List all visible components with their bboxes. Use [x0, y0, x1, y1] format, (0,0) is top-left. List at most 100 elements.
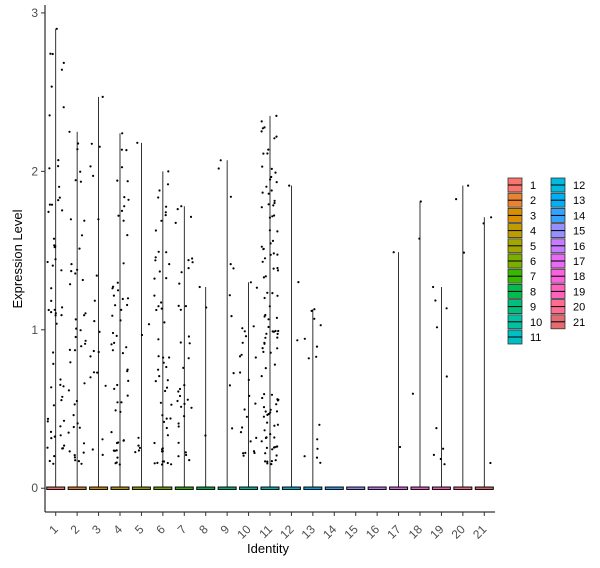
- data-point: [138, 446, 141, 449]
- data-point: [59, 425, 62, 428]
- violin-10: [238, 281, 259, 490]
- data-point: [188, 459, 191, 462]
- data-point: [164, 389, 167, 393]
- data-point: [418, 237, 421, 240]
- violin-body: [453, 486, 473, 490]
- violin-14: [324, 486, 344, 490]
- legend-label: 12: [573, 180, 585, 192]
- data-point: [122, 439, 125, 442]
- violin-body: [89, 486, 109, 490]
- data-point: [303, 337, 306, 340]
- data-point: [153, 277, 156, 280]
- data-point: [58, 185, 61, 188]
- data-point: [166, 183, 170, 186]
- data-point: [264, 436, 267, 440]
- data-point: [79, 170, 82, 173]
- data-point: [271, 448, 274, 451]
- data-point: [260, 375, 263, 378]
- data-point: [261, 396, 264, 400]
- data-point: [177, 304, 180, 307]
- data-point: [269, 253, 272, 256]
- data-point: [217, 167, 220, 170]
- data-point: [55, 27, 58, 30]
- data-point: [275, 181, 278, 184]
- data-point: [265, 332, 268, 335]
- data-point: [419, 200, 422, 203]
- data-point: [261, 127, 264, 130]
- data-point: [252, 450, 256, 453]
- data-point: [248, 394, 251, 397]
- data-point: [160, 301, 163, 304]
- data-point: [165, 205, 168, 208]
- data-point: [270, 189, 273, 192]
- legend-label: 8: [530, 286, 536, 298]
- data-point: [180, 205, 183, 208]
- violin-18: [410, 200, 430, 490]
- data-point: [50, 85, 53, 88]
- data-point: [260, 206, 263, 209]
- data-point: [59, 434, 62, 437]
- data-point: [178, 387, 182, 391]
- data-point: [74, 179, 77, 182]
- legend-label: 11: [530, 332, 541, 344]
- data-point: [313, 308, 316, 311]
- y-axis-title: Expression Level: [10, 209, 25, 308]
- data-point: [137, 444, 140, 447]
- data-point: [288, 184, 291, 187]
- data-point: [270, 167, 273, 170]
- data-point: [276, 347, 279, 350]
- data-point: [435, 427, 438, 430]
- data-point: [54, 245, 57, 248]
- data-point: [254, 356, 257, 359]
- data-point: [276, 332, 279, 335]
- legend-label: 14: [573, 210, 585, 222]
- data-point: [53, 455, 56, 458]
- data-point: [157, 355, 160, 358]
- data-point: [122, 262, 125, 265]
- data-point: [266, 462, 269, 465]
- violin-body: [367, 486, 387, 490]
- data-point: [47, 210, 50, 213]
- data-point: [241, 426, 244, 429]
- data-point: [176, 208, 179, 211]
- data-point: [165, 386, 169, 389]
- violin-12: [281, 184, 301, 490]
- data-point: [96, 371, 99, 374]
- y-tick-label: 3: [31, 6, 38, 20]
- data-point: [126, 394, 129, 397]
- data-point: [137, 449, 140, 452]
- data-point: [398, 445, 402, 449]
- data-point: [121, 132, 124, 135]
- x-tick-label: 1: [46, 522, 61, 537]
- violin-body: [281, 486, 301, 490]
- x-tick-label: 6: [153, 522, 168, 537]
- legend-item-7: 7: [507, 268, 536, 284]
- data-point: [104, 384, 107, 387]
- data-point: [54, 314, 57, 317]
- data-point: [62, 106, 65, 109]
- violin-4: [110, 132, 130, 490]
- data-point: [111, 349, 114, 352]
- violin-20: [453, 184, 473, 490]
- legend-item-9: 9: [507, 299, 536, 315]
- data-point: [239, 371, 242, 374]
- data-point: [136, 141, 139, 144]
- violin-body: [217, 486, 237, 490]
- data-point: [80, 345, 83, 348]
- data-point: [127, 379, 130, 382]
- data-point: [239, 431, 243, 434]
- violin-19: [431, 285, 451, 490]
- data-point: [269, 411, 272, 414]
- data-point: [273, 436, 276, 439]
- data-point: [272, 204, 275, 207]
- x-tick-label: 8: [196, 522, 211, 537]
- data-point: [264, 367, 267, 370]
- data-point: [60, 314, 63, 317]
- legend-item-12: 12: [550, 177, 585, 193]
- data-point: [315, 355, 318, 358]
- data-point: [53, 308, 56, 311]
- data-point: [276, 230, 279, 233]
- data-point: [242, 452, 245, 455]
- data-point: [116, 456, 119, 459]
